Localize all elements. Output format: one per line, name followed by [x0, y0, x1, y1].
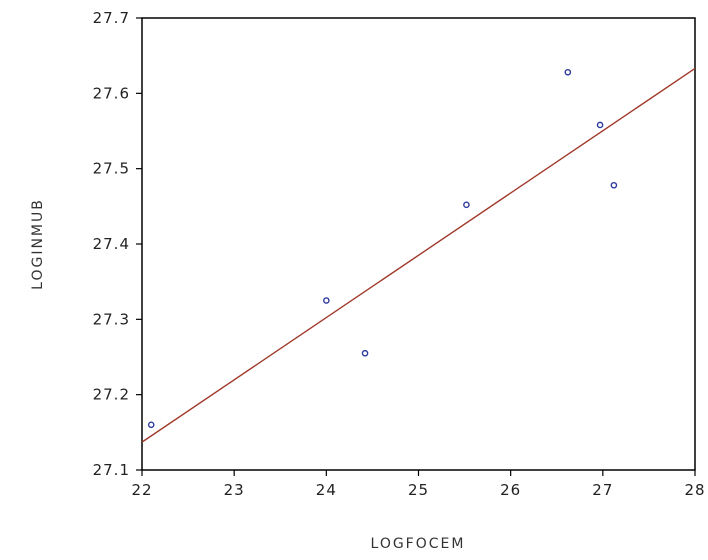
y-tick-label: 27.4 [93, 235, 130, 253]
y-axis-title: LOGINMUB [30, 198, 46, 290]
data-point [564, 68, 572, 76]
y-tick-label: 27.2 [93, 386, 130, 404]
x-tick-label: 22 [131, 481, 152, 499]
ticks-layer: 22 23 24 25 26 27 28 27.1 27.2 27.3 27.4 27.5 27.6 27… [93, 9, 705, 499]
data-point [463, 201, 470, 209]
x-tick-label: 25 [408, 481, 429, 499]
y-tick-label: 27.7 [93, 9, 130, 27]
y-tick-label: 27.1 [93, 461, 130, 479]
points-layer [147, 68, 618, 429]
x-tick-label: 23 [224, 481, 245, 499]
regression-line [141, 67, 696, 443]
data-point [361, 349, 369, 357]
x-tick-label: 26 [500, 481, 521, 499]
x-axis-title: LOGFOCEM [371, 536, 466, 552]
data-point [147, 421, 155, 429]
x-tick-label: 27 [592, 481, 613, 499]
data-point [323, 297, 330, 304]
x-tick-label: 24 [316, 481, 337, 499]
data-point [596, 121, 604, 129]
x-tick-label: 28 [684, 481, 705, 499]
y-tick-label: 27.3 [93, 310, 130, 328]
y-tick-label: 27.6 [93, 84, 130, 102]
y-tick-label: 27.5 [93, 160, 130, 178]
fit-line-layer [141, 67, 696, 443]
plot-frame [141, 17, 696, 471]
data-point [610, 181, 618, 189]
